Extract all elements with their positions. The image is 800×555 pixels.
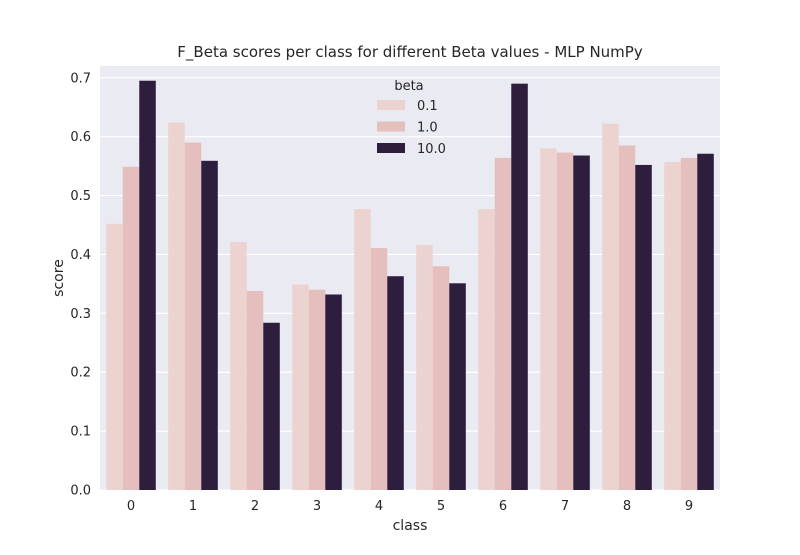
x-tick-label: 3 (313, 499, 321, 514)
bar (618, 145, 636, 490)
bar (168, 122, 185, 491)
y-tick-label: 0.3 (70, 307, 91, 322)
x-tick-label: 1 (189, 499, 197, 514)
bar (246, 290, 264, 490)
x-axis-label: class (393, 518, 428, 534)
y-tick-label: 0.4 (70, 248, 91, 263)
bar (494, 157, 512, 490)
x-tick-label: 0 (127, 499, 135, 514)
y-tick-label: 0.0 (70, 484, 91, 499)
bar (139, 80, 156, 490)
bar (292, 284, 309, 490)
y-tick-label: 0.7 (70, 71, 91, 86)
bar (478, 209, 495, 490)
chart-title: F_Beta scores per class for different Be… (177, 43, 643, 62)
bars (106, 80, 714, 491)
bar (680, 157, 698, 490)
x-tick-label: 6 (499, 499, 507, 514)
x-tick-label: 5 (437, 499, 445, 514)
x-tick-label: 8 (623, 499, 631, 514)
legend-swatch (377, 100, 405, 110)
bar (511, 83, 528, 491)
bar (230, 242, 247, 490)
legend-swatch (377, 143, 405, 153)
x-tick-label: 2 (251, 499, 259, 514)
bar (201, 160, 218, 491)
bar (308, 289, 326, 490)
y-axis-ticks: 0.0 0.1 0.2 0.3 0.4 0.5 0.6 0.7 (70, 71, 91, 498)
bar (602, 123, 619, 490)
y-tick-label: 0.5 (70, 189, 91, 204)
legend-label: 10.0 (417, 142, 446, 157)
y-tick-label: 0.6 (70, 130, 91, 145)
bar (556, 152, 574, 491)
bar (416, 245, 433, 490)
bar (664, 161, 681, 490)
bar (573, 155, 590, 490)
legend: beta 0.1 1.0 10.0 (377, 79, 446, 157)
bar (635, 164, 652, 490)
bar (449, 283, 466, 490)
bar (263, 322, 280, 490)
bar (354, 209, 371, 490)
bar (370, 247, 388, 490)
bar (540, 148, 557, 490)
legend-title: beta (394, 79, 423, 94)
bar (184, 142, 202, 491)
x-axis-ticks: 0 1 2 3 4 5 6 7 8 9 (127, 499, 693, 514)
bar (697, 153, 714, 490)
bar (106, 223, 123, 491)
x-tick-label: 4 (375, 499, 383, 514)
y-tick-label: 0.2 (70, 366, 91, 381)
x-tick-label: 7 (561, 499, 569, 514)
x-tick-label: 9 (685, 499, 693, 514)
y-tick-label: 0.1 (70, 425, 91, 440)
legend-swatch (377, 121, 405, 132)
legend-label: 1.0 (417, 121, 438, 136)
y-axis-label: score (51, 259, 67, 297)
legend-label: 0.1 (417, 99, 438, 114)
bar (325, 294, 342, 490)
bar (122, 166, 140, 490)
bar (432, 266, 450, 490)
bar (387, 276, 404, 490)
